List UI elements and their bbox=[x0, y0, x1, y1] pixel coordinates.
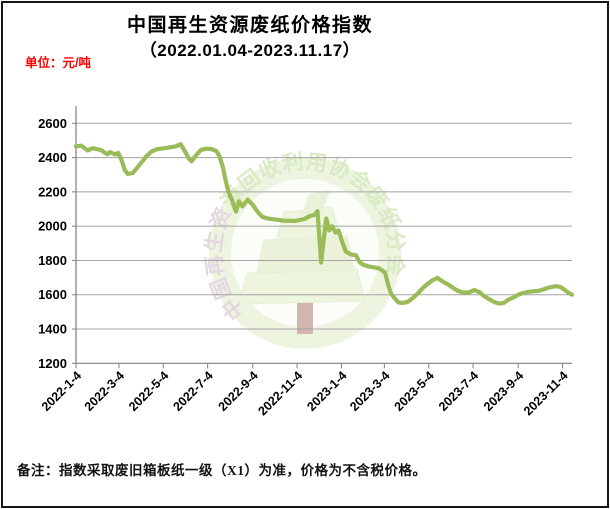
y-tick-label-1400: 1400 bbox=[38, 322, 67, 337]
y-tick-label-2000: 2000 bbox=[38, 219, 67, 234]
page-title: 中国再生资源废纸价格指数 bbox=[126, 15, 373, 36]
x-tick-label-0: 2022-1-4 bbox=[39, 368, 84, 413]
watermark-logo: 中国再生资 源回收利用协会废纸分会 bbox=[201, 150, 407, 349]
price-index-line bbox=[73, 142, 575, 306]
tree-trunk bbox=[297, 300, 313, 334]
tree-bale-bottom bbox=[238, 268, 366, 305]
tree-bale-middle bbox=[256, 235, 355, 274]
x-tick-label-1: 2022-3-4 bbox=[82, 368, 127, 413]
y-tick-label-2400: 2400 bbox=[38, 150, 67, 165]
watermark-tree bbox=[238, 190, 366, 334]
y-tick-label-2200: 2200 bbox=[38, 184, 67, 199]
y-tick-label-1600: 1600 bbox=[38, 287, 67, 302]
page-subtitle: （2022.01.04-2023.11.17） bbox=[139, 41, 361, 60]
x-tick-label-3: 2022-7-4 bbox=[170, 368, 215, 413]
x-tick-label-5: 2022-11-4 bbox=[255, 368, 305, 418]
x-tick-label-11: 2023-11-4 bbox=[521, 368, 571, 418]
x-tick-label-8: 2023-5-4 bbox=[392, 368, 437, 413]
x-tick-label-2: 2022-5-4 bbox=[126, 368, 171, 413]
x-tick-label-10: 2023-9-4 bbox=[481, 368, 526, 413]
footnote: 备注：指数采取废旧箱板纸一级（X1）为准，价格为不含税价格。 bbox=[17, 463, 427, 478]
y-tick-label-2600: 2600 bbox=[38, 116, 67, 131]
watermark-ring bbox=[209, 157, 401, 349]
unit-label: 单位：元/吨 bbox=[25, 56, 91, 70]
x-tick-label-9: 2023-7-4 bbox=[436, 368, 481, 413]
tree-top-fold bbox=[302, 190, 330, 214]
y-tick-label-1200: 1200 bbox=[38, 356, 67, 371]
x-tick-label-4: 2022-9-4 bbox=[216, 368, 261, 413]
y-tick-label-1800: 1800 bbox=[38, 253, 67, 268]
x-tick-label-7: 2023-3-4 bbox=[347, 368, 392, 413]
x-tick-label-6: 2023-1-4 bbox=[304, 368, 349, 413]
